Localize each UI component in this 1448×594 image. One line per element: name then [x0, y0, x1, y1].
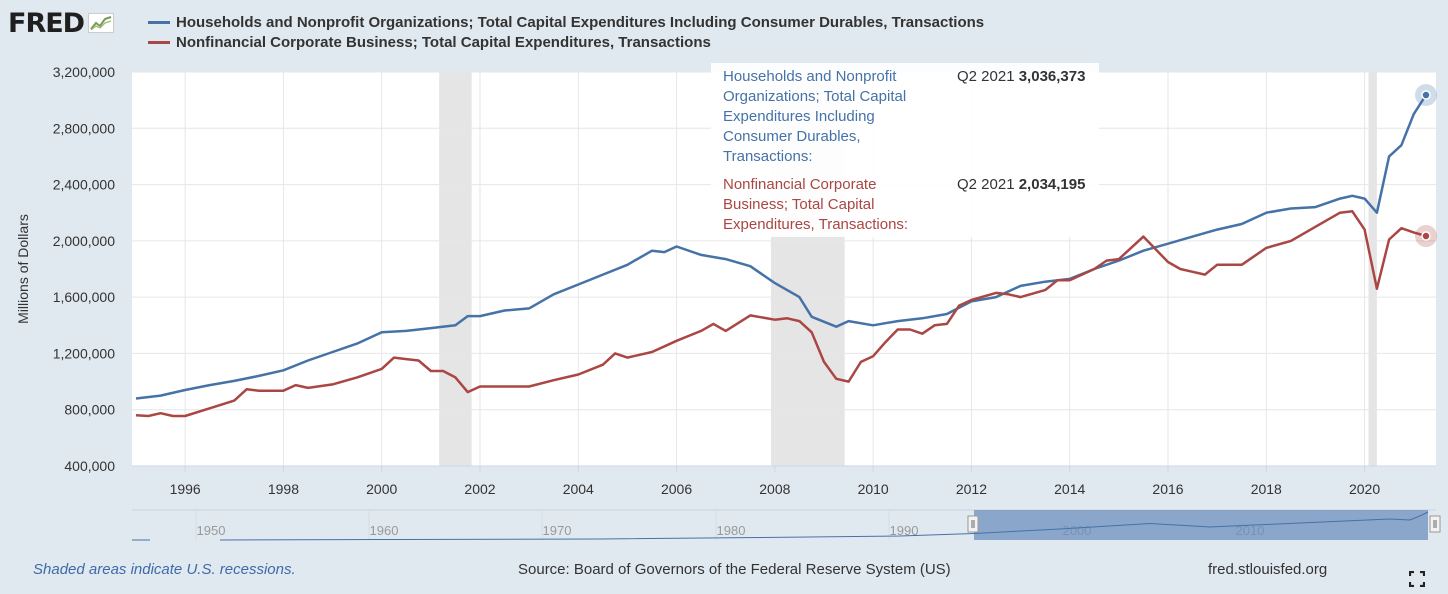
legend-item-households[interactable]: Households and Nonprofit Organizations; … — [148, 12, 984, 32]
navigator-tick-label: 1980 — [717, 523, 746, 538]
y-tick-label: 1,200,000 — [53, 345, 115, 361]
y-tick-label: 1,600,000 — [53, 289, 115, 305]
series-line-2[interactable] — [135, 210, 1427, 418]
data-tooltip: Households and Nonprofit Organizations; … — [711, 63, 1099, 237]
legend-item-corporate[interactable]: Nonfinancial Corporate Business; Total C… — [148, 32, 984, 52]
tooltip-value-corporate: Q2 2021 2,034,195 — [957, 175, 1085, 195]
series-line-1[interactable] — [135, 94, 1428, 400]
legend-label-corporate: Nonfinancial Corporate Business; Total C… — [176, 33, 711, 51]
navigator-right-handle[interactable] — [1429, 515, 1441, 533]
tooltip-series-households: Households and Nonprofit Organizations; … — [723, 68, 907, 165]
legend-swatch-corporate — [148, 40, 170, 44]
legend-swatch-households — [148, 20, 170, 24]
x-tick-label: 2000 — [366, 481, 397, 497]
navigator-series-line — [132, 511, 1429, 541]
x-tick-label: 2014 — [1054, 481, 1085, 497]
fred-url-link[interactable]: fred.stlouisfed.org — [1208, 561, 1328, 578]
hover-marker-2 — [1421, 231, 1431, 241]
legend-label-households: Households and Nonprofit Organizations; … — [176, 13, 985, 31]
x-tick-label: 2010 — [858, 481, 889, 497]
x-tick-label: 2020 — [1349, 481, 1380, 497]
y-tick-label: 800,000 — [64, 402, 115, 418]
x-tick-label: 2004 — [563, 481, 594, 497]
hover-marker-1 — [1421, 90, 1431, 100]
navigator-selected-range[interactable] — [974, 510, 1428, 540]
tooltip-value-households: Q2 2021 3,036,373 — [957, 67, 1085, 87]
tooltip-number-corporate: 2,034,195 — [1018, 176, 1086, 193]
x-tick-label: 2002 — [464, 481, 495, 497]
source-text: Source: Board of Governors of the Federa… — [518, 561, 951, 578]
y-tick-label: 2,000,000 — [53, 233, 115, 249]
y-tick-label: 400,000 — [64, 458, 115, 474]
fred-logo[interactable]: FRED — [8, 6, 115, 40]
x-tick-label: 2008 — [759, 481, 790, 497]
navigator-tick-label: 1990 — [890, 523, 919, 538]
y-axis-label: Millions of Dollars — [15, 214, 31, 324]
logo-text: FRED — [8, 7, 85, 39]
x-tick-label: 1996 — [170, 481, 201, 497]
chart-legend: Households and Nonprofit Organizations; … — [148, 12, 984, 52]
range-navigator[interactable]: 1950196019701980199020002010 — [132, 509, 1441, 541]
x-tick-label: 2016 — [1152, 481, 1183, 497]
fullscreen-icon[interactable] — [1409, 571, 1425, 587]
x-tick-label: 2006 — [661, 481, 692, 497]
y-tick-label: 2,400,000 — [53, 177, 115, 193]
navigator-tick-label: 1970 — [543, 523, 572, 538]
tooltip-number-households: 3,036,373 — [1018, 68, 1086, 85]
navigator-left-handle[interactable] — [967, 515, 979, 533]
recession-note: Shaded areas indicate U.S. recessions. — [33, 561, 296, 578]
tooltip-period-corporate: Q2 2021 — [957, 176, 1015, 193]
navigator-tick-label: 1950 — [197, 523, 226, 538]
recession-band — [439, 72, 472, 466]
y-tick-label: 2,800,000 — [53, 120, 115, 136]
chart-trend-icon — [88, 13, 115, 33]
navigator-tick-label: 1960 — [370, 523, 399, 538]
x-tick-label: 2018 — [1251, 481, 1282, 497]
y-tick-label: 3,200,000 — [53, 64, 115, 80]
tooltip-period-households: Q2 2021 — [957, 68, 1015, 85]
tooltip-series-corporate: Nonfinancial Corporate Business; Total C… — [723, 176, 909, 233]
x-tick-label: 2012 — [956, 481, 987, 497]
x-tick-label: 1998 — [268, 481, 299, 497]
